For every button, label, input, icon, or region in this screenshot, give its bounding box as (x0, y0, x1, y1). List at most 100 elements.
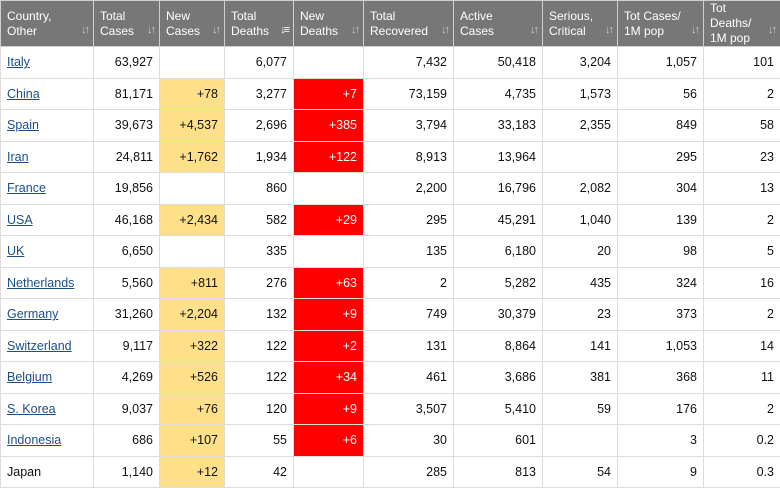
country-link[interactable]: S. Korea (7, 401, 56, 416)
country-link[interactable]: Belgium (7, 370, 53, 385)
sort-arrows-icon[interactable]: ↓↑ (605, 24, 614, 36)
country-link[interactable]: Indonesia (7, 433, 62, 448)
cell-total-recovered: 461 (363, 361, 454, 394)
cell-serious-critical (542, 424, 618, 457)
column-header-total-recovered[interactable]: Total Recovered ↓↑ (363, 0, 454, 47)
cell-active-cases: 16,796 (453, 172, 543, 205)
cell-total-cases: 4,269 (93, 361, 160, 394)
cell-total-recovered: 749 (363, 298, 454, 331)
column-header-active-cases[interactable]: Active Cases ↓↑ (453, 0, 543, 47)
sort-descending-icon[interactable]: ↓≡ (280, 24, 290, 36)
cell-serious-critical: 141 (542, 329, 618, 362)
sort-arrows-icon[interactable]: ↓↑ (691, 24, 700, 36)
sort-arrows-icon[interactable]: ↓↑ (212, 24, 221, 36)
cell-total-cases: 686 (93, 424, 160, 457)
cell-active-cases: 813 (453, 455, 543, 488)
cell-total-deaths: 42 (224, 455, 294, 488)
column-header-line-2: Cases (460, 23, 495, 38)
column-header-line-2: Recovered (370, 23, 429, 38)
column-header-total-cases[interactable]: Total Cases ↓↑ (93, 0, 160, 47)
cell-total-recovered: 2,200 (363, 172, 454, 205)
cell-tot-cases-1m: 1,053 (617, 329, 704, 362)
cell-total-recovered: 8,913 (363, 140, 454, 173)
cell-total-recovered: 30 (363, 424, 454, 457)
cell-tot-deaths-1m: 14 (703, 329, 780, 362)
column-header-line-2: Critical (549, 23, 586, 38)
cell-tot-cases-1m: 368 (617, 361, 704, 394)
cell-tot-deaths-1m: 11 (703, 361, 780, 394)
country-link[interactable]: Spain (7, 118, 39, 133)
cell-new-cases: +2,434 (159, 203, 225, 236)
cell-total-deaths: 122 (224, 329, 294, 362)
sort-arrows-icon[interactable]: ↓↑ (147, 24, 156, 36)
country-link[interactable]: China (7, 86, 40, 101)
cell-tot-deaths-1m: 101 (703, 46, 780, 79)
cell-tot-cases-1m: 295 (617, 140, 704, 173)
column-header-label: Tot Cases/1M pop (624, 9, 699, 39)
sort-arrows-icon[interactable]: ↓↑ (351, 24, 360, 36)
column-header-line-2: Deaths (300, 23, 339, 38)
column-header-line-2: Cases (100, 23, 135, 38)
cell-serious-critical: 2,082 (542, 172, 618, 205)
column-header-total-deaths[interactable]: Total Deaths ↓≡ (224, 0, 294, 47)
cell-tot-deaths-1m: 5 (703, 235, 780, 268)
cell-total-recovered: 3,507 (363, 392, 454, 425)
cell-new-deaths (293, 172, 364, 205)
country-link[interactable]: Germany (7, 307, 59, 322)
cell-new-cases: +811 (159, 266, 225, 299)
country-link[interactable]: Iran (7, 149, 29, 164)
cell-total-cases: 9,037 (93, 392, 160, 425)
country-link[interactable]: France (7, 181, 46, 196)
table-row: China 81,171 +78 3,277 +7 73,159 4,735 1,573 56 2 (0, 77, 780, 110)
sort-arrows-icon[interactable]: ↓↑ (768, 24, 777, 36)
sort-arrows-icon[interactable]: ↓↑ (530, 24, 539, 36)
cell-tot-cases-1m: 9 (617, 455, 704, 488)
column-header-line-1: Serious, (549, 8, 594, 23)
country-link[interactable]: Italy (7, 55, 30, 70)
cell-serious-critical (542, 140, 618, 173)
cell-tot-deaths-1m: 0.3 (703, 455, 780, 488)
column-header-new-deaths[interactable]: New Deaths ↓↑ (293, 0, 364, 47)
cell-total-deaths: 122 (224, 361, 294, 394)
column-header-tot-cases-1m[interactable]: Tot Cases/1M pop ↓↑ (617, 0, 704, 47)
country-link[interactable]: UK (7, 244, 25, 259)
cell-country: Indonesia (0, 424, 94, 457)
column-header-new-cases[interactable]: New Cases ↓↑ (159, 0, 225, 47)
cell-new-cases: +2,204 (159, 298, 225, 331)
cell-serious-critical: 435 (542, 266, 618, 299)
column-header-line-1: Total (231, 8, 257, 23)
table-row: S. Korea 9,037 +76 120 +9 3,507 5,410 59 176 2 (0, 392, 780, 425)
table-row: France 19,856 860 2,200 16,796 2,082 304 13 (0, 172, 780, 205)
sort-arrows-icon[interactable]: ↓↑ (81, 24, 90, 36)
cell-total-deaths: 120 (224, 392, 294, 425)
cell-tot-deaths-1m: 2 (703, 392, 780, 425)
cell-active-cases: 45,291 (453, 203, 543, 236)
sort-arrows-icon[interactable]: ↓↑ (441, 24, 450, 36)
column-header-country[interactable]: Country, Other ↓↑ (0, 0, 94, 47)
table-row: Switzerland 9,117 +322 122 +2 131 8,864 141 1,05… (0, 329, 780, 362)
cell-serious-critical: 3,204 (542, 46, 618, 79)
table-row: Iran 24,811 +1,762 1,934 +122 8,913 13,964 295 2… (0, 140, 780, 173)
country-link[interactable]: Switzerland (7, 338, 72, 353)
cell-active-cases: 50,418 (453, 46, 543, 79)
column-header-label: Total Cases (100, 9, 155, 39)
cell-total-recovered: 295 (363, 203, 454, 236)
cell-new-cases: +526 (159, 361, 225, 394)
column-header-tot-deaths-1m[interactable]: Tot Deaths/1M pop ↓↑ (703, 0, 780, 47)
column-header-label: New Deaths (300, 9, 359, 39)
country-link[interactable]: USA (7, 212, 33, 227)
table-row: Japan 1,140 +12 42 285 813 54 9 0.3 (0, 455, 780, 488)
column-header-label: Total Recovered (370, 9, 449, 39)
cell-total-recovered: 3,794 (363, 109, 454, 142)
column-header-serious-critical[interactable]: Serious, Critical ↓↑ (542, 0, 618, 47)
table-row: Spain 39,673 +4,537 2,696 +385 3,794 33,183 2,3… (0, 109, 780, 142)
column-header-label: Serious, Critical (549, 9, 613, 39)
cell-new-cases: +78 (159, 77, 225, 110)
cell-serious-critical: 54 (542, 455, 618, 488)
cell-active-cases: 5,282 (453, 266, 543, 299)
table-row: Italy 63,927 6,077 7,432 50,418 3,204 1,057 101 (0, 46, 780, 79)
cell-tot-cases-1m: 849 (617, 109, 704, 142)
cell-new-cases: +76 (159, 392, 225, 425)
cell-total-cases: 6,650 (93, 235, 160, 268)
country-link[interactable]: Netherlands (7, 275, 75, 290)
